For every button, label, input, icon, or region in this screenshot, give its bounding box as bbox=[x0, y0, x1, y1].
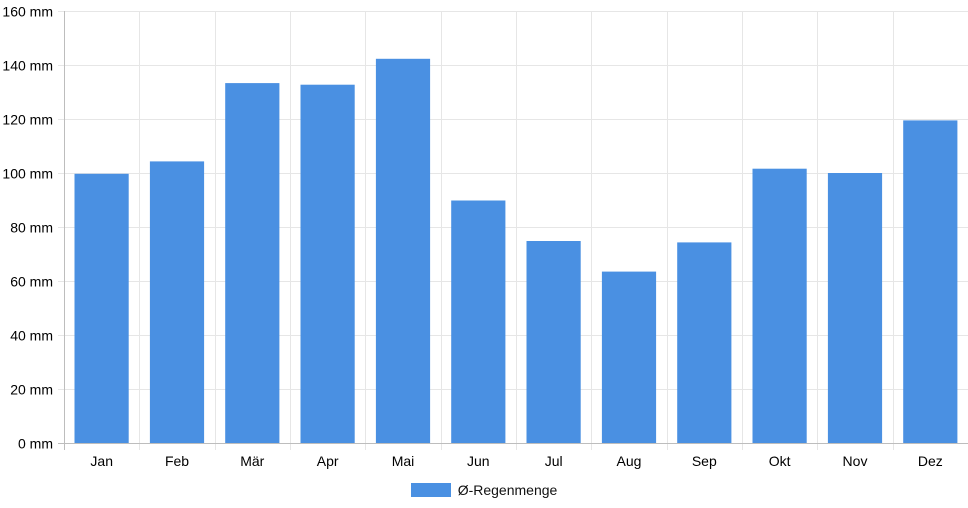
x-tick-label: Jul bbox=[545, 453, 563, 469]
x-tick-label: Feb bbox=[165, 453, 189, 469]
chart-legend: Ø-Regenmenge bbox=[0, 480, 968, 500]
bar-mai bbox=[375, 58, 431, 444]
bar-dez bbox=[903, 120, 958, 444]
bar-feb bbox=[149, 161, 205, 443]
bar-apr bbox=[300, 84, 355, 443]
legend-swatch bbox=[410, 483, 451, 497]
x-tick-labels: Jan Feb Mär Apr Mai Jun Jul Aug Sep Okt Nov Dez bbox=[90, 453, 942, 469]
x-tick-label: Jan bbox=[90, 453, 113, 469]
y-tick-label: 80 mm bbox=[10, 220, 53, 236]
x-tick-label: Aug bbox=[617, 453, 642, 469]
bars-layer bbox=[74, 58, 958, 444]
y-tick-label: 100 mm bbox=[2, 166, 53, 182]
x-tick-label: Jun bbox=[467, 453, 490, 469]
y-tick-labels: 0 mm 20 mm 40 mm 60 mm 80 mm 100 mm 120 mm 140 … bbox=[2, 4, 53, 452]
y-tick-label: 140 mm bbox=[2, 58, 53, 74]
legend-label: Ø-Regenmenge bbox=[457, 482, 558, 498]
x-tick-label: Mai bbox=[392, 453, 415, 469]
bar-mär bbox=[225, 83, 280, 443]
y-tick-label: 40 mm bbox=[10, 328, 53, 344]
bar-nov bbox=[827, 173, 883, 443]
x-tick-label: Mär bbox=[240, 453, 264, 469]
x-tick-label: Nov bbox=[843, 453, 868, 469]
y-tick-label: 60 mm bbox=[10, 274, 53, 290]
y-tick-label: 160 mm bbox=[2, 4, 53, 20]
grid-layer bbox=[58, 11, 968, 450]
bar-okt bbox=[752, 168, 807, 443]
axis-layer bbox=[64, 11, 968, 444]
bar-jun bbox=[451, 200, 506, 443]
y-tick-label: 20 mm bbox=[10, 382, 53, 398]
y-tick-label: 0 mm bbox=[18, 436, 53, 452]
y-tick-label: 120 mm bbox=[2, 112, 53, 128]
bar-jul bbox=[526, 241, 581, 443]
legend-item-regenmenge[interactable]: Ø-Regenmenge bbox=[410, 482, 558, 498]
bar-sep bbox=[677, 242, 732, 443]
bar-aug bbox=[601, 271, 657, 443]
bar-jan bbox=[74, 173, 129, 444]
x-tick-label: Apr bbox=[317, 453, 339, 469]
x-tick-label: Okt bbox=[769, 453, 791, 469]
x-tick-label: Sep bbox=[692, 453, 717, 469]
x-tick-label: Dez bbox=[918, 453, 943, 469]
